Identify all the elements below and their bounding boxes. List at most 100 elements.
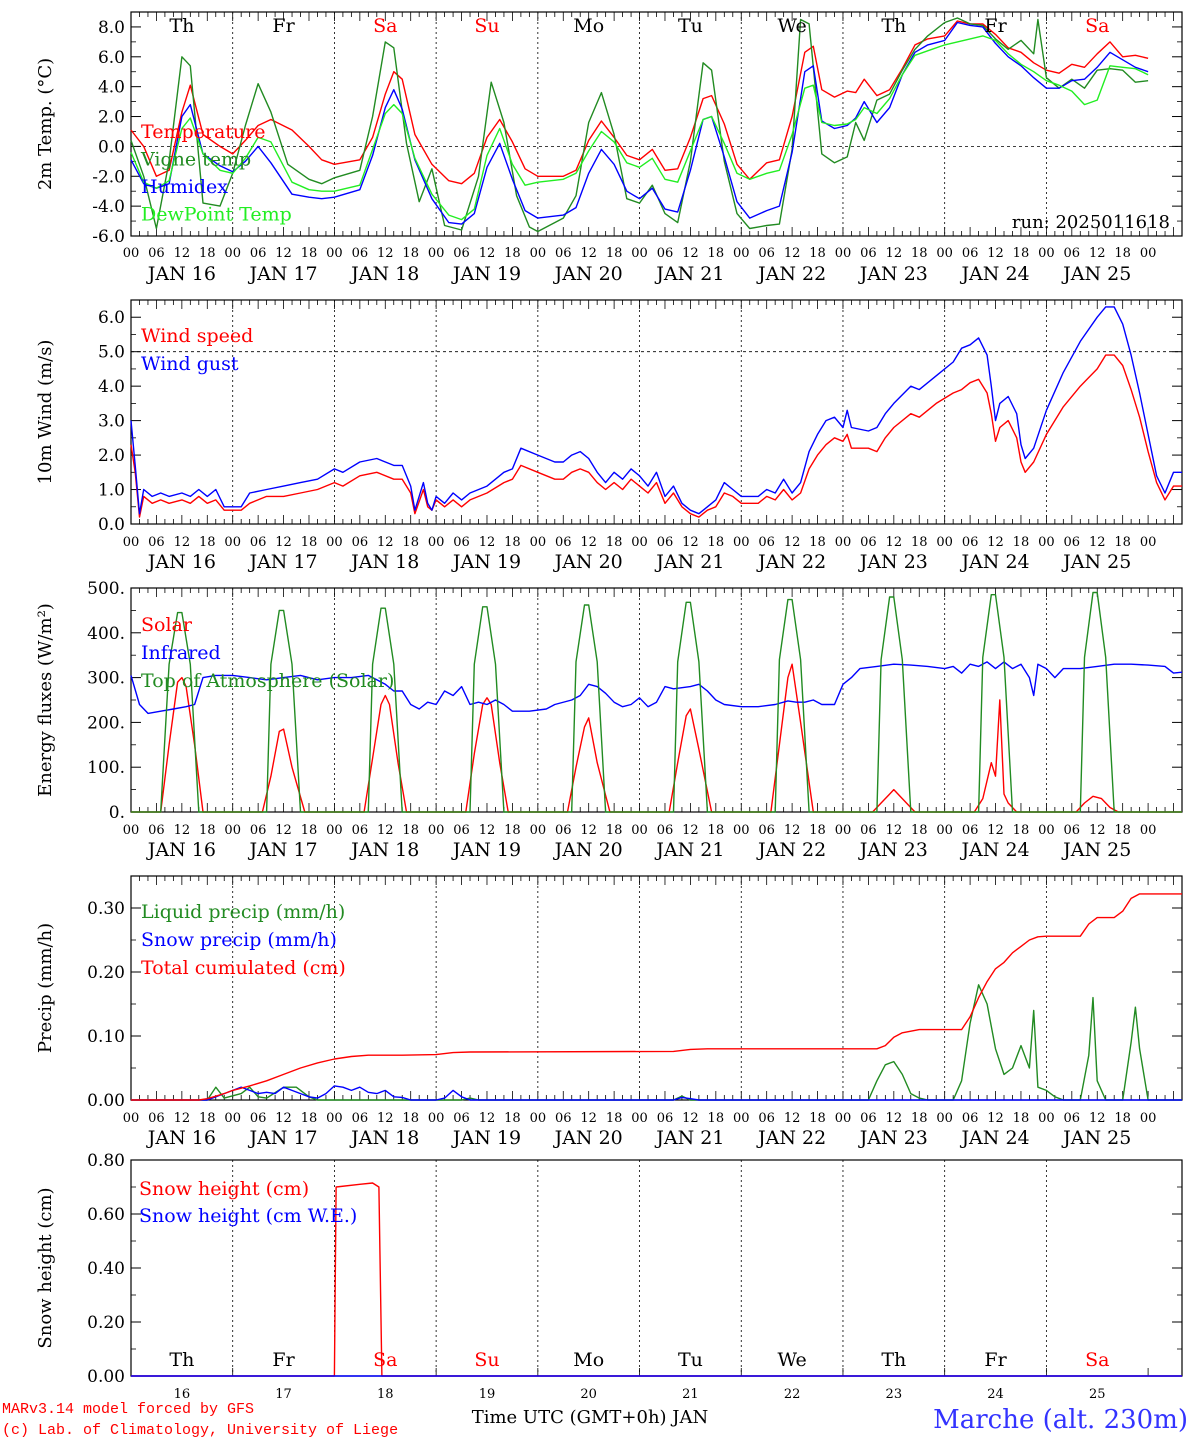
hour-tick-label: 18 (301, 823, 318, 838)
series-line-dewpoint-temp (130, 35, 1149, 221)
hour-tick-label: 18 (301, 246, 318, 261)
y-tick-label: 500. (87, 579, 125, 599)
hour-tick-label: 18 (301, 1111, 318, 1126)
hour-tick-label: 18 (809, 246, 826, 261)
hour-tick-label: 06 (1064, 535, 1081, 550)
hour-tick-label: 06 (758, 535, 775, 550)
date-label: JAN 25 (1061, 839, 1131, 861)
day-number-label: 21 (682, 1387, 699, 1402)
hour-tick-label: 06 (758, 1111, 775, 1126)
hour-tick-label: 00 (936, 823, 953, 838)
hour-tick-label: 00 (326, 823, 343, 838)
series-line-top-of-atmosphere-solar- (131, 591, 1182, 813)
hour-tick-label: 18 (402, 535, 419, 550)
panel-precip: 0.00 0.10 0.20 0.30 Precip (mm/h) Liquid prec… (35, 875, 1183, 1149)
hour-tick-label: 12 (275, 1111, 292, 1126)
hour-tick-label: 12 (784, 246, 801, 261)
day-number-label: 20 (580, 1387, 597, 1402)
day-name-label: Fr (272, 1349, 295, 1371)
hour-tick-label: 12 (1089, 1111, 1106, 1126)
y-tick-label: 400. (87, 624, 125, 644)
hour-tick-label: 06 (352, 1111, 369, 1126)
day-number-label: 16 (174, 1387, 191, 1402)
hour-tick-label: 00 (224, 246, 241, 261)
hour-tick-label: 18 (1013, 246, 1030, 261)
day-name-label: Sa (1085, 15, 1109, 37)
hour-tick-label: 18 (1013, 823, 1030, 838)
hour-tick-label: 06 (555, 1111, 572, 1126)
date-label: JAN 24 (959, 263, 1029, 285)
date-label: JAN 22 (756, 551, 826, 573)
day-number-label: 22 (784, 1387, 801, 1402)
legend-entry: Snow height (cm) (139, 1178, 309, 1200)
station-title: Marche (alt. 230m) (933, 1405, 1188, 1435)
hour-tick-label: 12 (682, 535, 699, 550)
hour-tick-label: 12 (174, 1111, 191, 1126)
series-line-temperature (130, 20, 1149, 185)
hour-tick-label: 18 (1114, 823, 1131, 838)
date-label: JAN 21 (654, 839, 724, 861)
hour-tick-label: 18 (708, 1111, 725, 1126)
hour-tick-label: 12 (682, 246, 699, 261)
hour-tick-label: 12 (479, 246, 496, 261)
hour-tick-label: 12 (886, 823, 903, 838)
date-label: JAN 23 (858, 263, 928, 285)
date-label: JAN 25 (1061, 263, 1131, 285)
hour-tick-label: 18 (199, 535, 216, 550)
series-line-wind-gust (130, 306, 1182, 515)
hour-tick-label: 18 (199, 246, 216, 261)
hour-tick-label: 12 (275, 535, 292, 550)
y-tick-label: 0.20 (87, 963, 125, 983)
hour-tick-label: 06 (657, 246, 674, 261)
y-tick-label: 0.80 (87, 1151, 125, 1171)
legend-entry: Wind gust (141, 353, 239, 375)
hour-tick-label: 06 (148, 246, 165, 261)
hour-tick-label: 00 (123, 823, 140, 838)
hour-tick-label: 12 (1089, 246, 1106, 261)
day-number-label: 18 (377, 1387, 394, 1402)
hour-tick-label: 00 (733, 1111, 750, 1126)
y-tick-label: 0. (109, 803, 125, 823)
hour-tick-label: 12 (174, 535, 191, 550)
hour-tick-label: 18 (606, 535, 623, 550)
date-label: JAN 20 (553, 263, 623, 285)
y-tick-label: 8.0 (98, 18, 125, 38)
date-label: JAN 22 (756, 839, 826, 861)
day-name-label: We (777, 1349, 806, 1371)
day-name-label: Mo (573, 1349, 604, 1371)
hour-tick-label: 06 (962, 246, 979, 261)
hour-tick-label: 12 (886, 535, 903, 550)
series-line-snow-height-cm- (131, 1182, 1182, 1377)
hour-tick-label: 00 (530, 535, 547, 550)
series-line-vigne-temp (130, 17, 1149, 233)
y-tick-label: 0.30 (87, 899, 125, 919)
hour-tick-label: 18 (1013, 535, 1030, 550)
date-label: JAN 18 (349, 263, 419, 285)
hour-tick-label: 18 (504, 1111, 521, 1126)
hour-tick-label: 00 (936, 246, 953, 261)
hour-tick-label: 06 (758, 246, 775, 261)
day-name-label: Th (169, 15, 194, 37)
hour-tick-label: 00 (631, 535, 648, 550)
y-tick-label: 100. (87, 758, 125, 778)
y-tick-label: 3.0 (98, 412, 125, 432)
hour-tick-label: 06 (657, 1111, 674, 1126)
day-name-label: Sa (373, 15, 397, 37)
date-label: JAN 19 (451, 263, 521, 285)
date-label: JAN 19 (451, 839, 521, 861)
date-label: JAN 23 (858, 1127, 928, 1149)
date-label: JAN 16 (146, 551, 216, 573)
y-tick-label: 0.00 (87, 1091, 125, 1111)
date-label: JAN 17 (247, 839, 317, 861)
date-label: JAN 19 (451, 1127, 521, 1149)
hour-tick-label: 00 (835, 1111, 852, 1126)
hour-tick-label: 18 (199, 823, 216, 838)
day-name-label: Th (881, 1349, 906, 1371)
hour-tick-label: 12 (784, 1111, 801, 1126)
day-name-label: Su (474, 15, 499, 37)
hour-tick-label: 06 (352, 246, 369, 261)
legend-entry: Solar (141, 614, 193, 636)
y-tick-label: 2.0 (98, 446, 125, 466)
hour-tick-label: 00 (326, 1111, 343, 1126)
date-label: JAN 17 (247, 1127, 317, 1149)
